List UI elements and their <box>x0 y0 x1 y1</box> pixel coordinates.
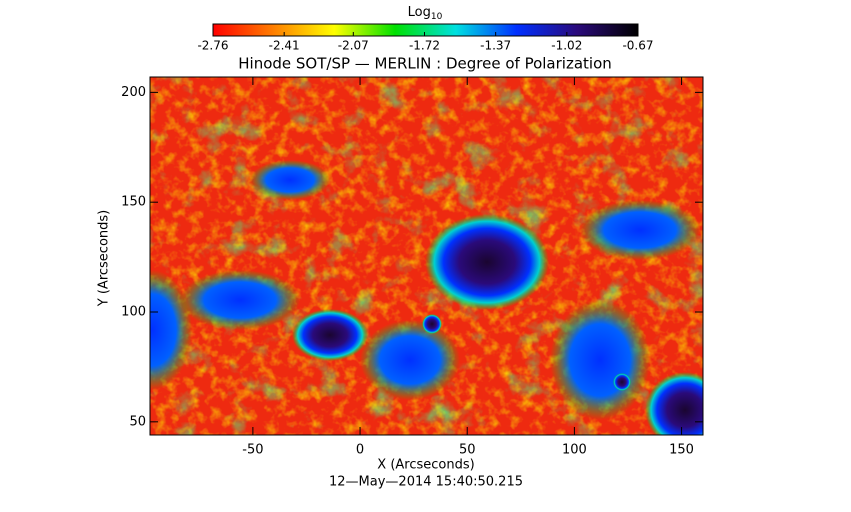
y-tick-label: 50 <box>129 414 146 429</box>
polarization-map <box>150 77 703 435</box>
colorbar-tick-label: -2.41 <box>269 39 300 53</box>
timestamp: 12—May—2014 15:40:50.215 <box>329 475 523 490</box>
colorbar-tick-label: -2.76 <box>197 39 228 53</box>
x-tick-label: 100 <box>562 443 587 458</box>
x-tick-label: 50 <box>459 443 476 458</box>
colorbar <box>212 23 639 37</box>
y-axis-label: Y (Arcseconds) <box>97 210 112 307</box>
colorbar-tick-label: -1.72 <box>409 39 440 53</box>
x-tick-label: 0 <box>356 443 364 458</box>
plot-frame <box>149 76 704 436</box>
chart-title: Hinode SOT/SP — MERLIN : Degree of Polar… <box>238 55 612 73</box>
colorbar-tick-label: -0.67 <box>622 39 653 53</box>
y-tick-label: 100 <box>121 305 146 320</box>
y-tick-label: 150 <box>121 195 146 210</box>
colorbar-tick-label: -1.37 <box>480 39 511 53</box>
colorbar-tick-label: -2.07 <box>338 39 369 53</box>
y-tick-label: 200 <box>121 85 146 100</box>
colorbar-tick-label: -1.02 <box>551 39 582 53</box>
x-tick-label: -50 <box>242 443 263 458</box>
colorbar-title: Log10 <box>408 5 443 22</box>
x-tick-label: 150 <box>669 443 694 458</box>
x-axis-label: X (Arcseconds) <box>377 458 474 473</box>
